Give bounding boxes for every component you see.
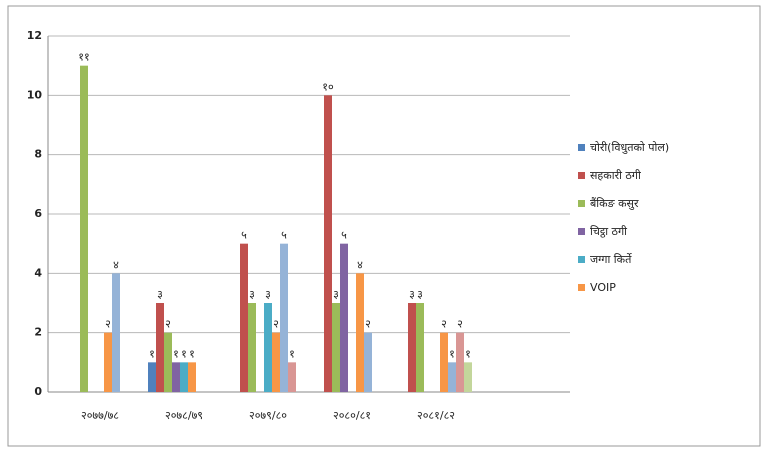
y-tick-label: 0 — [34, 385, 42, 398]
legend-label: चिट्ठा ठगी — [590, 225, 627, 238]
y-tick-label: 6 — [34, 207, 42, 220]
bar — [456, 332, 464, 392]
data-label: २ — [105, 318, 111, 331]
bar — [164, 332, 172, 392]
bar — [364, 332, 372, 392]
bar — [172, 362, 180, 392]
legend-swatch — [578, 284, 585, 291]
data-label: ३ — [409, 288, 415, 301]
bar — [416, 303, 424, 392]
y-tick-label: 12 — [27, 29, 42, 42]
legend-label: सहकारी ठगी — [590, 169, 641, 182]
x-tick-label: २०७७/७८ — [81, 409, 119, 422]
bar — [280, 243, 288, 392]
data-label: ११ — [78, 51, 89, 64]
bar — [440, 332, 448, 392]
bar — [112, 273, 120, 392]
data-label: १ — [181, 347, 187, 360]
y-tick-label: 8 — [34, 148, 42, 161]
bar — [408, 303, 416, 392]
data-label: ४ — [113, 258, 119, 271]
x-tick-label: २०७८/७९ — [165, 409, 203, 422]
y-tick-label: 2 — [34, 326, 42, 339]
data-label: २ — [457, 318, 463, 331]
legend-label: बैंकिङ कसुर — [590, 197, 639, 210]
data-label: ४ — [357, 258, 363, 271]
data-label: ५ — [341, 229, 347, 242]
data-label: १ — [173, 347, 179, 360]
bar — [148, 362, 156, 392]
x-tick-label: २०७९/८० — [249, 409, 287, 422]
legend-swatch — [578, 144, 585, 151]
data-label: २ — [441, 318, 447, 331]
legend-swatch — [578, 256, 585, 263]
legend-label: VOIP — [590, 281, 616, 294]
bar — [156, 303, 164, 392]
legend-label: चोरी(विधुतको पोल) — [590, 141, 669, 154]
legend-swatch — [578, 228, 585, 235]
bar — [240, 243, 248, 392]
data-label: ३ — [265, 288, 271, 301]
chart-frame — [7, 5, 761, 447]
data-label: २ — [273, 318, 279, 331]
data-label: १ — [189, 347, 195, 360]
bar — [264, 303, 272, 392]
data-label: १ — [289, 347, 295, 360]
bar — [80, 65, 88, 393]
data-label: ३ — [157, 288, 163, 301]
y-tick-label: 10 — [27, 88, 43, 101]
data-label: १ — [149, 347, 155, 360]
x-tick-label: २०८१/८२ — [417, 409, 455, 422]
bar — [104, 332, 112, 392]
data-label: १ — [449, 347, 455, 360]
bar — [464, 362, 472, 392]
x-tick-label: २०८०/८१ — [333, 409, 371, 422]
data-label: ३ — [417, 288, 423, 301]
data-label: ५ — [281, 229, 287, 242]
bar — [356, 273, 364, 392]
bar — [180, 362, 188, 392]
data-label: २ — [365, 318, 371, 331]
bar — [288, 362, 296, 392]
legend-swatch — [578, 200, 585, 207]
bar — [448, 362, 456, 392]
bar — [324, 95, 332, 392]
bar — [248, 303, 256, 392]
legend-label: जग्गा किर्ते — [590, 253, 632, 266]
bar — [188, 362, 196, 392]
data-label: ५ — [241, 229, 247, 242]
data-label: ३ — [249, 288, 255, 301]
y-tick-label: 4 — [34, 266, 42, 279]
data-label: २ — [165, 318, 171, 331]
data-label: १ — [465, 347, 471, 360]
bar — [340, 243, 348, 392]
bar — [272, 332, 280, 392]
data-label: ३ — [333, 288, 339, 301]
data-label: १० — [322, 80, 334, 93]
bar — [332, 303, 340, 392]
legend-swatch — [578, 172, 585, 179]
